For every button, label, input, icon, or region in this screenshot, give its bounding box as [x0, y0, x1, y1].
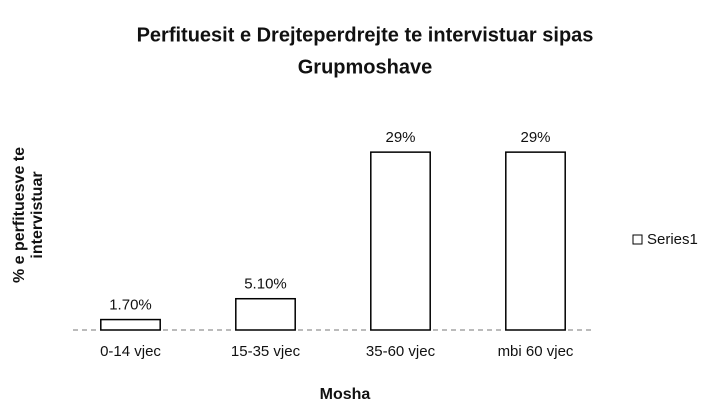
y-axis-title: % e perfituesve te intervistuar	[11, 147, 46, 283]
legend-label: Series1	[647, 231, 698, 248]
x-tick-label: mbi 60 vjec	[498, 343, 574, 360]
x-tick-label: 0-14 vjec	[100, 343, 161, 360]
data-label: 1.70%	[109, 297, 152, 314]
bar	[505, 151, 566, 331]
y-axis-title-line: intervistuar	[29, 171, 46, 258]
x-tick-label: 15-35 vjec	[231, 343, 301, 360]
x-axis-title: Mosha	[320, 386, 371, 403]
bar	[100, 318, 161, 331]
bar	[370, 151, 431, 331]
bar	[235, 297, 296, 331]
chart-title: Grupmoshave	[298, 56, 432, 78]
data-label: 29%	[520, 129, 550, 146]
legend-swatch	[632, 234, 643, 245]
y-axis-title-line: % e perfituesve te	[11, 147, 28, 283]
data-label: 5.10%	[244, 276, 287, 293]
data-label: 29%	[385, 129, 415, 146]
chart-title: Perfituesit e Drejteperdrejte te intervi…	[137, 24, 594, 46]
x-tick-label: 35-60 vjec	[366, 343, 436, 360]
